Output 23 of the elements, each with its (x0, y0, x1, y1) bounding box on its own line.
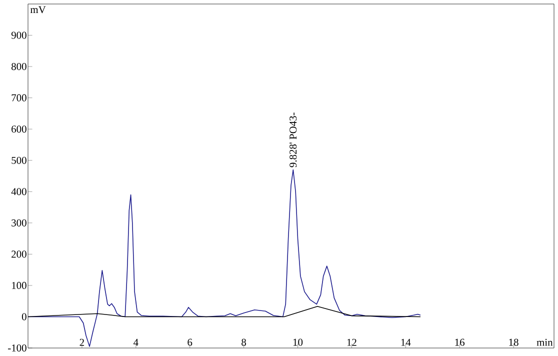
y-tick-label: 0 (22, 313, 26, 320)
x-tick-label: 6 (188, 338, 192, 346)
y-axis-title: mV (30, 6, 46, 14)
x-tick-label: 14 (401, 338, 411, 346)
y-tick-label: 500 (12, 156, 26, 164)
x-tick-label: 2 (80, 338, 84, 346)
y-tick-label: 800 (12, 63, 26, 70)
x-tick-label: 16 (455, 338, 465, 346)
y-tick-label: 600 (12, 126, 26, 133)
x-tick-label: 10 (293, 338, 303, 346)
x-axis-title: min (536, 338, 553, 346)
y-tick-label: 200 (12, 250, 26, 258)
x-tick-label: 8 (242, 338, 246, 346)
y-tick-label: 100 (12, 282, 26, 289)
y-tick-label: 900 (11, 32, 26, 39)
y-tick-label: 400 (11, 188, 26, 196)
x-tick-label: 4 (133, 338, 138, 346)
x-tick-label: 12 (347, 338, 356, 346)
y-tick-label: 700 (12, 94, 26, 102)
y-tick-label: 300 (12, 219, 26, 226)
y-tick-label: -100 (8, 344, 26, 352)
x-tick-label: 18 (509, 338, 518, 346)
annotation: 9.828' PO43- (290, 112, 297, 168)
